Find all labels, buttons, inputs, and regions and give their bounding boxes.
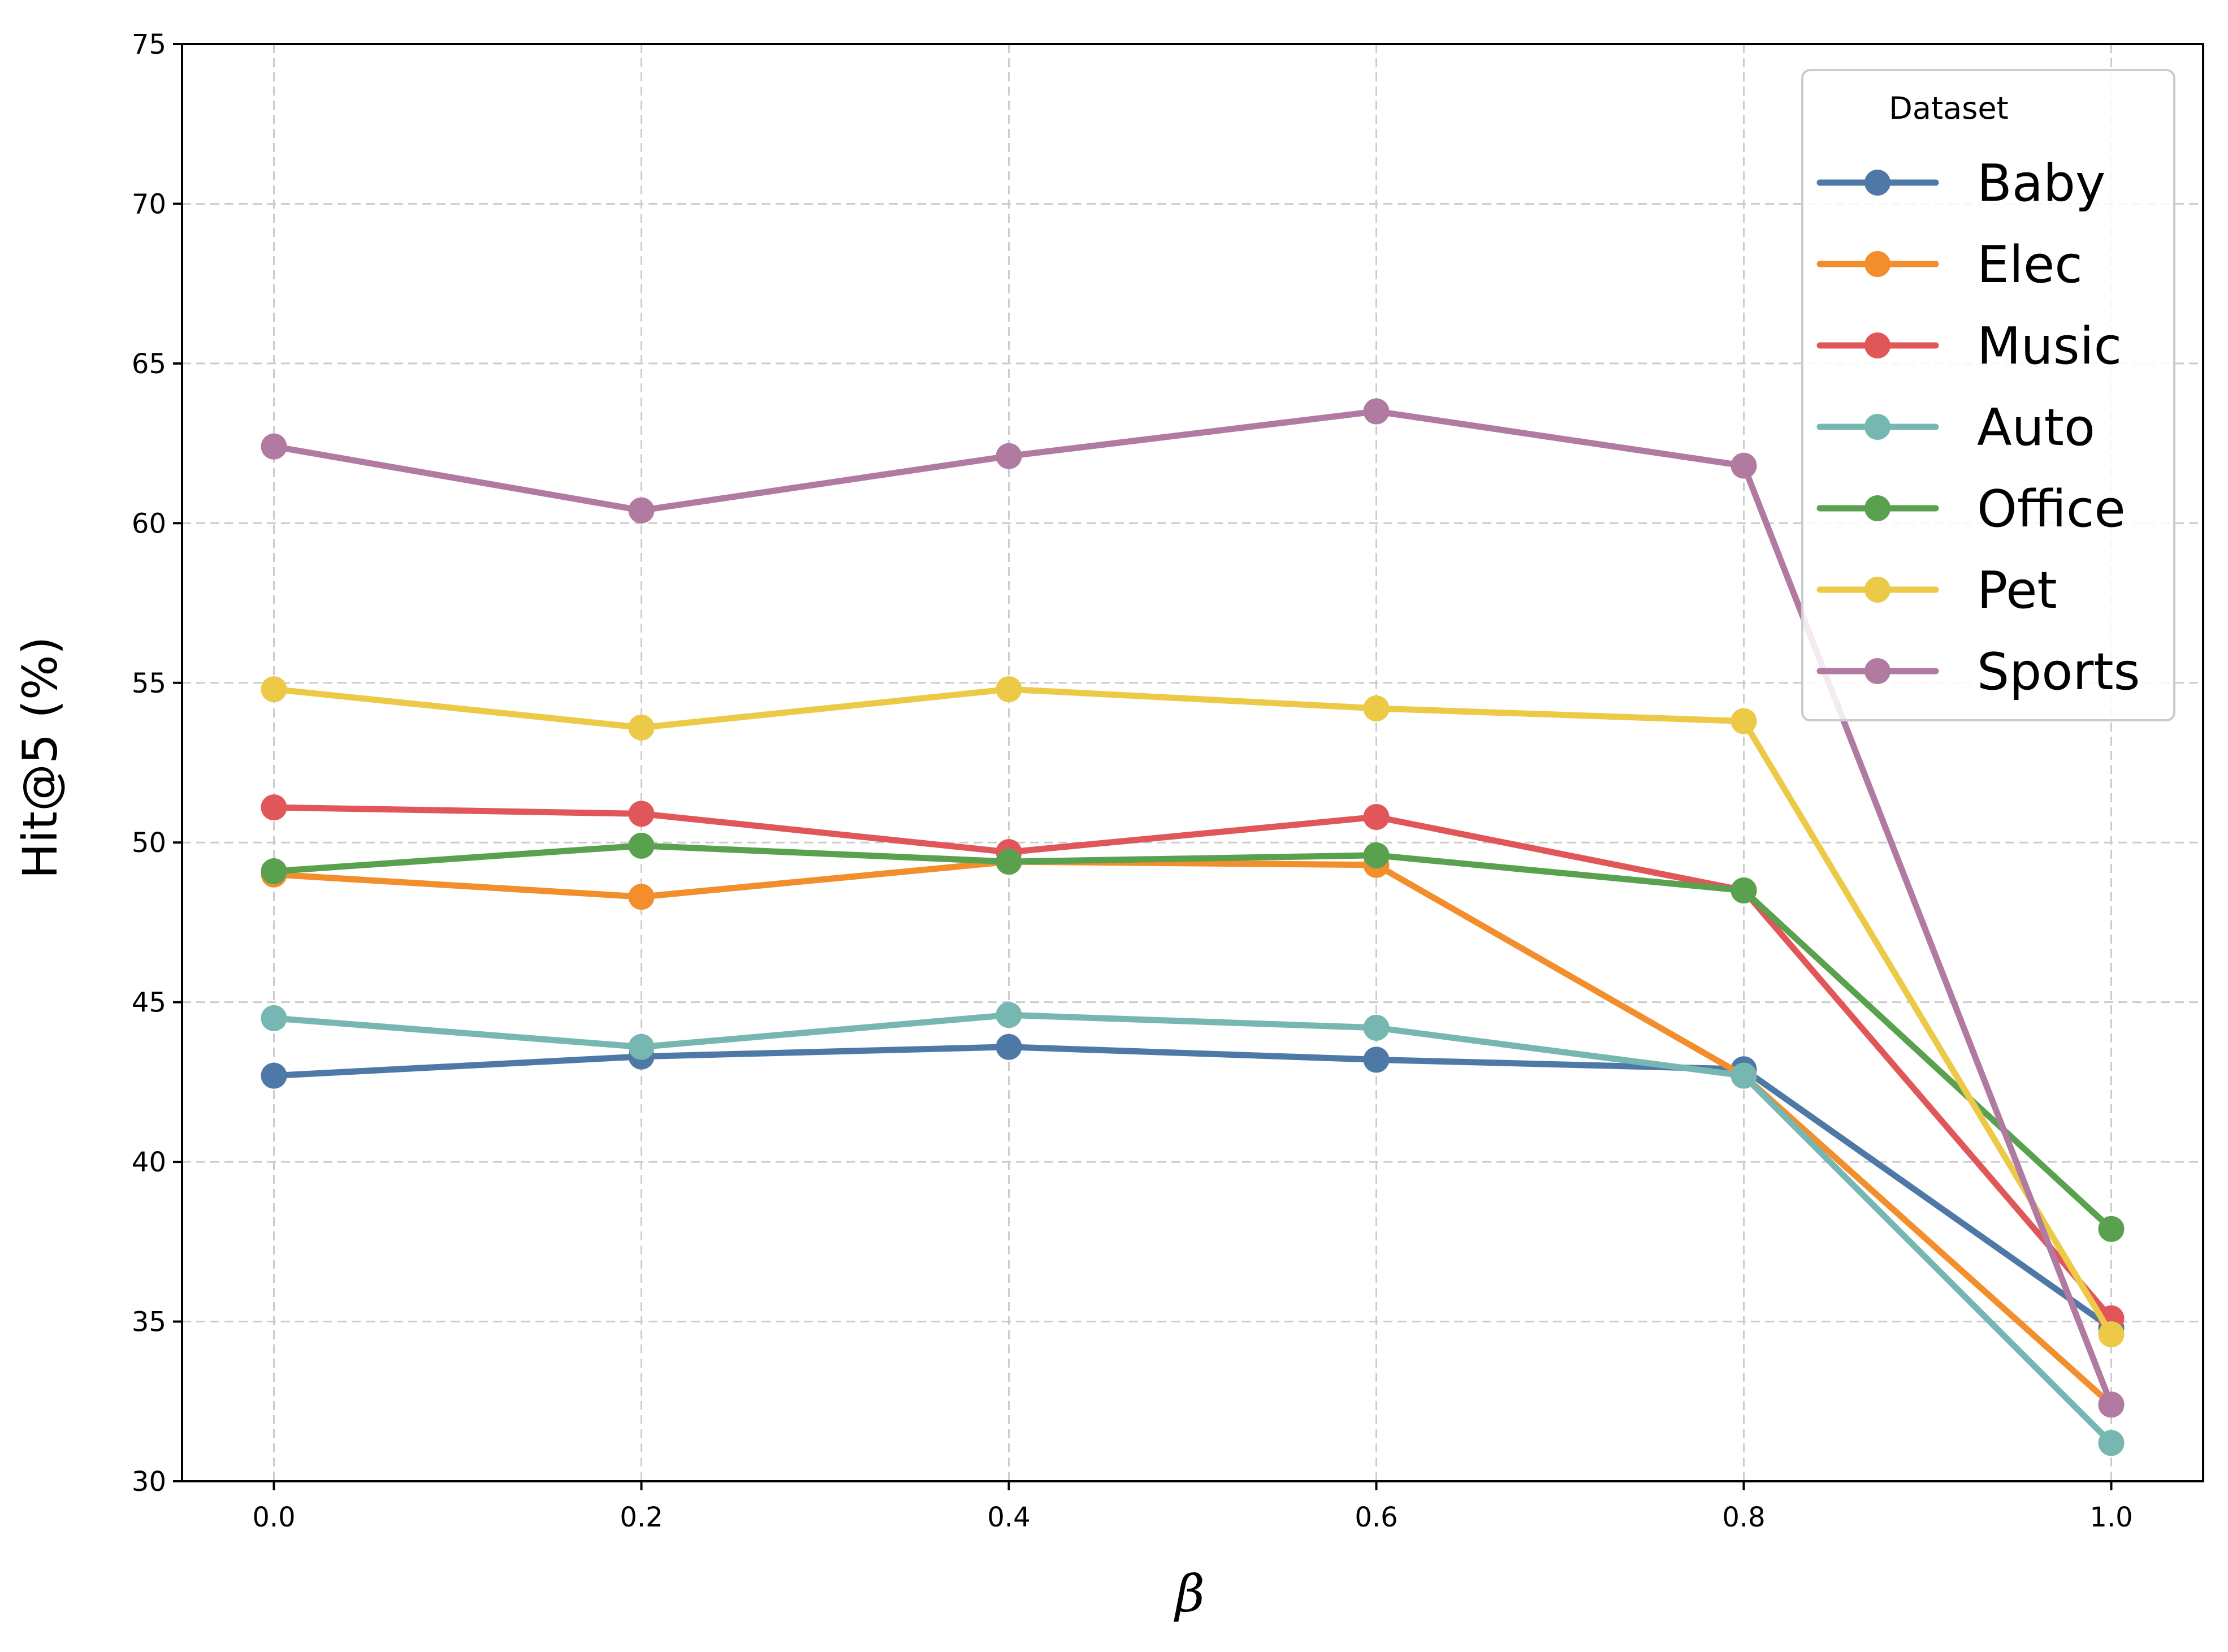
data-point-office: [261, 858, 287, 885]
y-axis-title: Hit@5 (%): [12, 637, 68, 879]
data-point-pet: [628, 714, 655, 741]
data-point-sports: [2098, 1391, 2125, 1418]
x-tick-label: 0.6: [1355, 1502, 1398, 1533]
y-tick-label: 50: [132, 827, 166, 859]
x-tick-label: 0.0: [252, 1502, 295, 1533]
legend-marker-baby: [1864, 170, 1890, 196]
data-point-sports: [628, 497, 655, 524]
x-tick-label: 0.8: [1722, 1502, 1765, 1533]
legend-marker-pet: [1864, 577, 1890, 603]
legend-items: Baby Elec Music Auto Office Pet Sports: [1816, 154, 2140, 702]
y-tick-label: 70: [132, 188, 166, 220]
y-tick-label: 55: [132, 668, 166, 699]
x-tick-label: 1.0: [2089, 1502, 2132, 1533]
data-point-auto: [996, 1002, 1022, 1028]
data-point-office: [1731, 877, 1757, 903]
series-line-baby: [271, 1044, 2114, 1331]
legend-item-office: Office: [1816, 479, 2126, 539]
y-tick-label: 35: [132, 1307, 166, 1338]
data-point-pet: [2098, 1321, 2125, 1348]
legend-marker-auto: [1864, 414, 1890, 440]
y-tick-label: 30: [132, 1466, 166, 1498]
x-tick-label: 0.2: [620, 1502, 663, 1533]
legend-item-music: Music: [1816, 317, 2122, 376]
y-tick-label: 40: [132, 1147, 166, 1178]
y-tick-label: 60: [132, 508, 166, 539]
data-point-pet: [1363, 695, 1390, 721]
y-tick-label: 45: [132, 987, 166, 1019]
legend-label-office: Office: [1977, 479, 2126, 539]
data-point-pet: [1731, 708, 1757, 734]
legend-label-baby: Baby: [1977, 154, 2105, 213]
legend-marker-elec: [1864, 251, 1890, 277]
data-point-pet: [261, 676, 287, 703]
data-point-auto: [261, 1005, 287, 1031]
legend-label-auto: Auto: [1977, 398, 2095, 457]
series-line-auto: [271, 1011, 2114, 1446]
data-point-sports: [996, 443, 1022, 469]
legend-item-baby: Baby: [1816, 154, 2105, 213]
data-point-music: [628, 801, 655, 827]
legend-marker-music: [1864, 332, 1890, 358]
data-point-office: [2098, 1216, 2125, 1242]
series-line-music: [271, 804, 2114, 1322]
data-point-sports: [1731, 452, 1757, 479]
series-auto: [261, 1002, 2125, 1456]
series-layer: [261, 398, 2125, 1456]
data-point-baby: [261, 1062, 287, 1089]
y-tick-label: 75: [132, 29, 166, 60]
data-point-auto: [628, 1033, 655, 1060]
data-point-auto: [1363, 1014, 1390, 1041]
legend-label-pet: Pet: [1977, 561, 2057, 620]
y-tick-label: 65: [132, 348, 166, 380]
data-point-elec: [628, 884, 655, 910]
data-point-office: [1363, 842, 1390, 868]
data-point-baby: [1363, 1046, 1390, 1073]
data-point-sports: [1363, 398, 1390, 425]
plot-frame: [181, 43, 2204, 1482]
data-point-office: [996, 849, 1022, 875]
data-point-music: [261, 794, 287, 821]
data-point-music: [1363, 804, 1390, 831]
x-axis-title: β: [1174, 1564, 1205, 1624]
legend-title: Dataset: [1889, 90, 2008, 126]
x-tick-label: 0.4: [987, 1502, 1030, 1533]
data-point-pet: [996, 676, 1022, 703]
legend-label-music: Music: [1977, 317, 2122, 376]
data-point-office: [628, 832, 655, 859]
series-line-pet: [271, 686, 2114, 1338]
data-point-auto: [1731, 1062, 1757, 1089]
legend-marker-sports: [1864, 658, 1890, 684]
legend-item-auto: Auto: [1816, 398, 2095, 457]
series-line-office: [271, 842, 2114, 1232]
series-line-elec: [271, 858, 2114, 1408]
series-office: [261, 832, 2125, 1242]
data-point-auto: [2098, 1430, 2125, 1456]
legend-item-pet: Pet: [1816, 561, 2057, 620]
legend-frame: [1801, 69, 2175, 721]
legend-item-sports: Sports: [1816, 642, 2140, 702]
data-point-baby: [996, 1033, 1022, 1060]
legend-marker-office: [1864, 495, 1890, 521]
legend-label-sports: Sports: [1977, 642, 2140, 702]
axis-ticks: 0.0 0.2 0.4 0.6 0.8 1.0 30 35 40 45 50 55 60 65 70 75: [132, 29, 2133, 1533]
legend-item-elec: Elec: [1816, 235, 2083, 295]
legend-label-elec: Elec: [1977, 235, 2083, 295]
legend: Dataset Baby Elec Music Auto Office Pet Sports: [1801, 69, 2175, 721]
series-pet: [261, 676, 2125, 1348]
data-point-sports: [261, 433, 287, 460]
